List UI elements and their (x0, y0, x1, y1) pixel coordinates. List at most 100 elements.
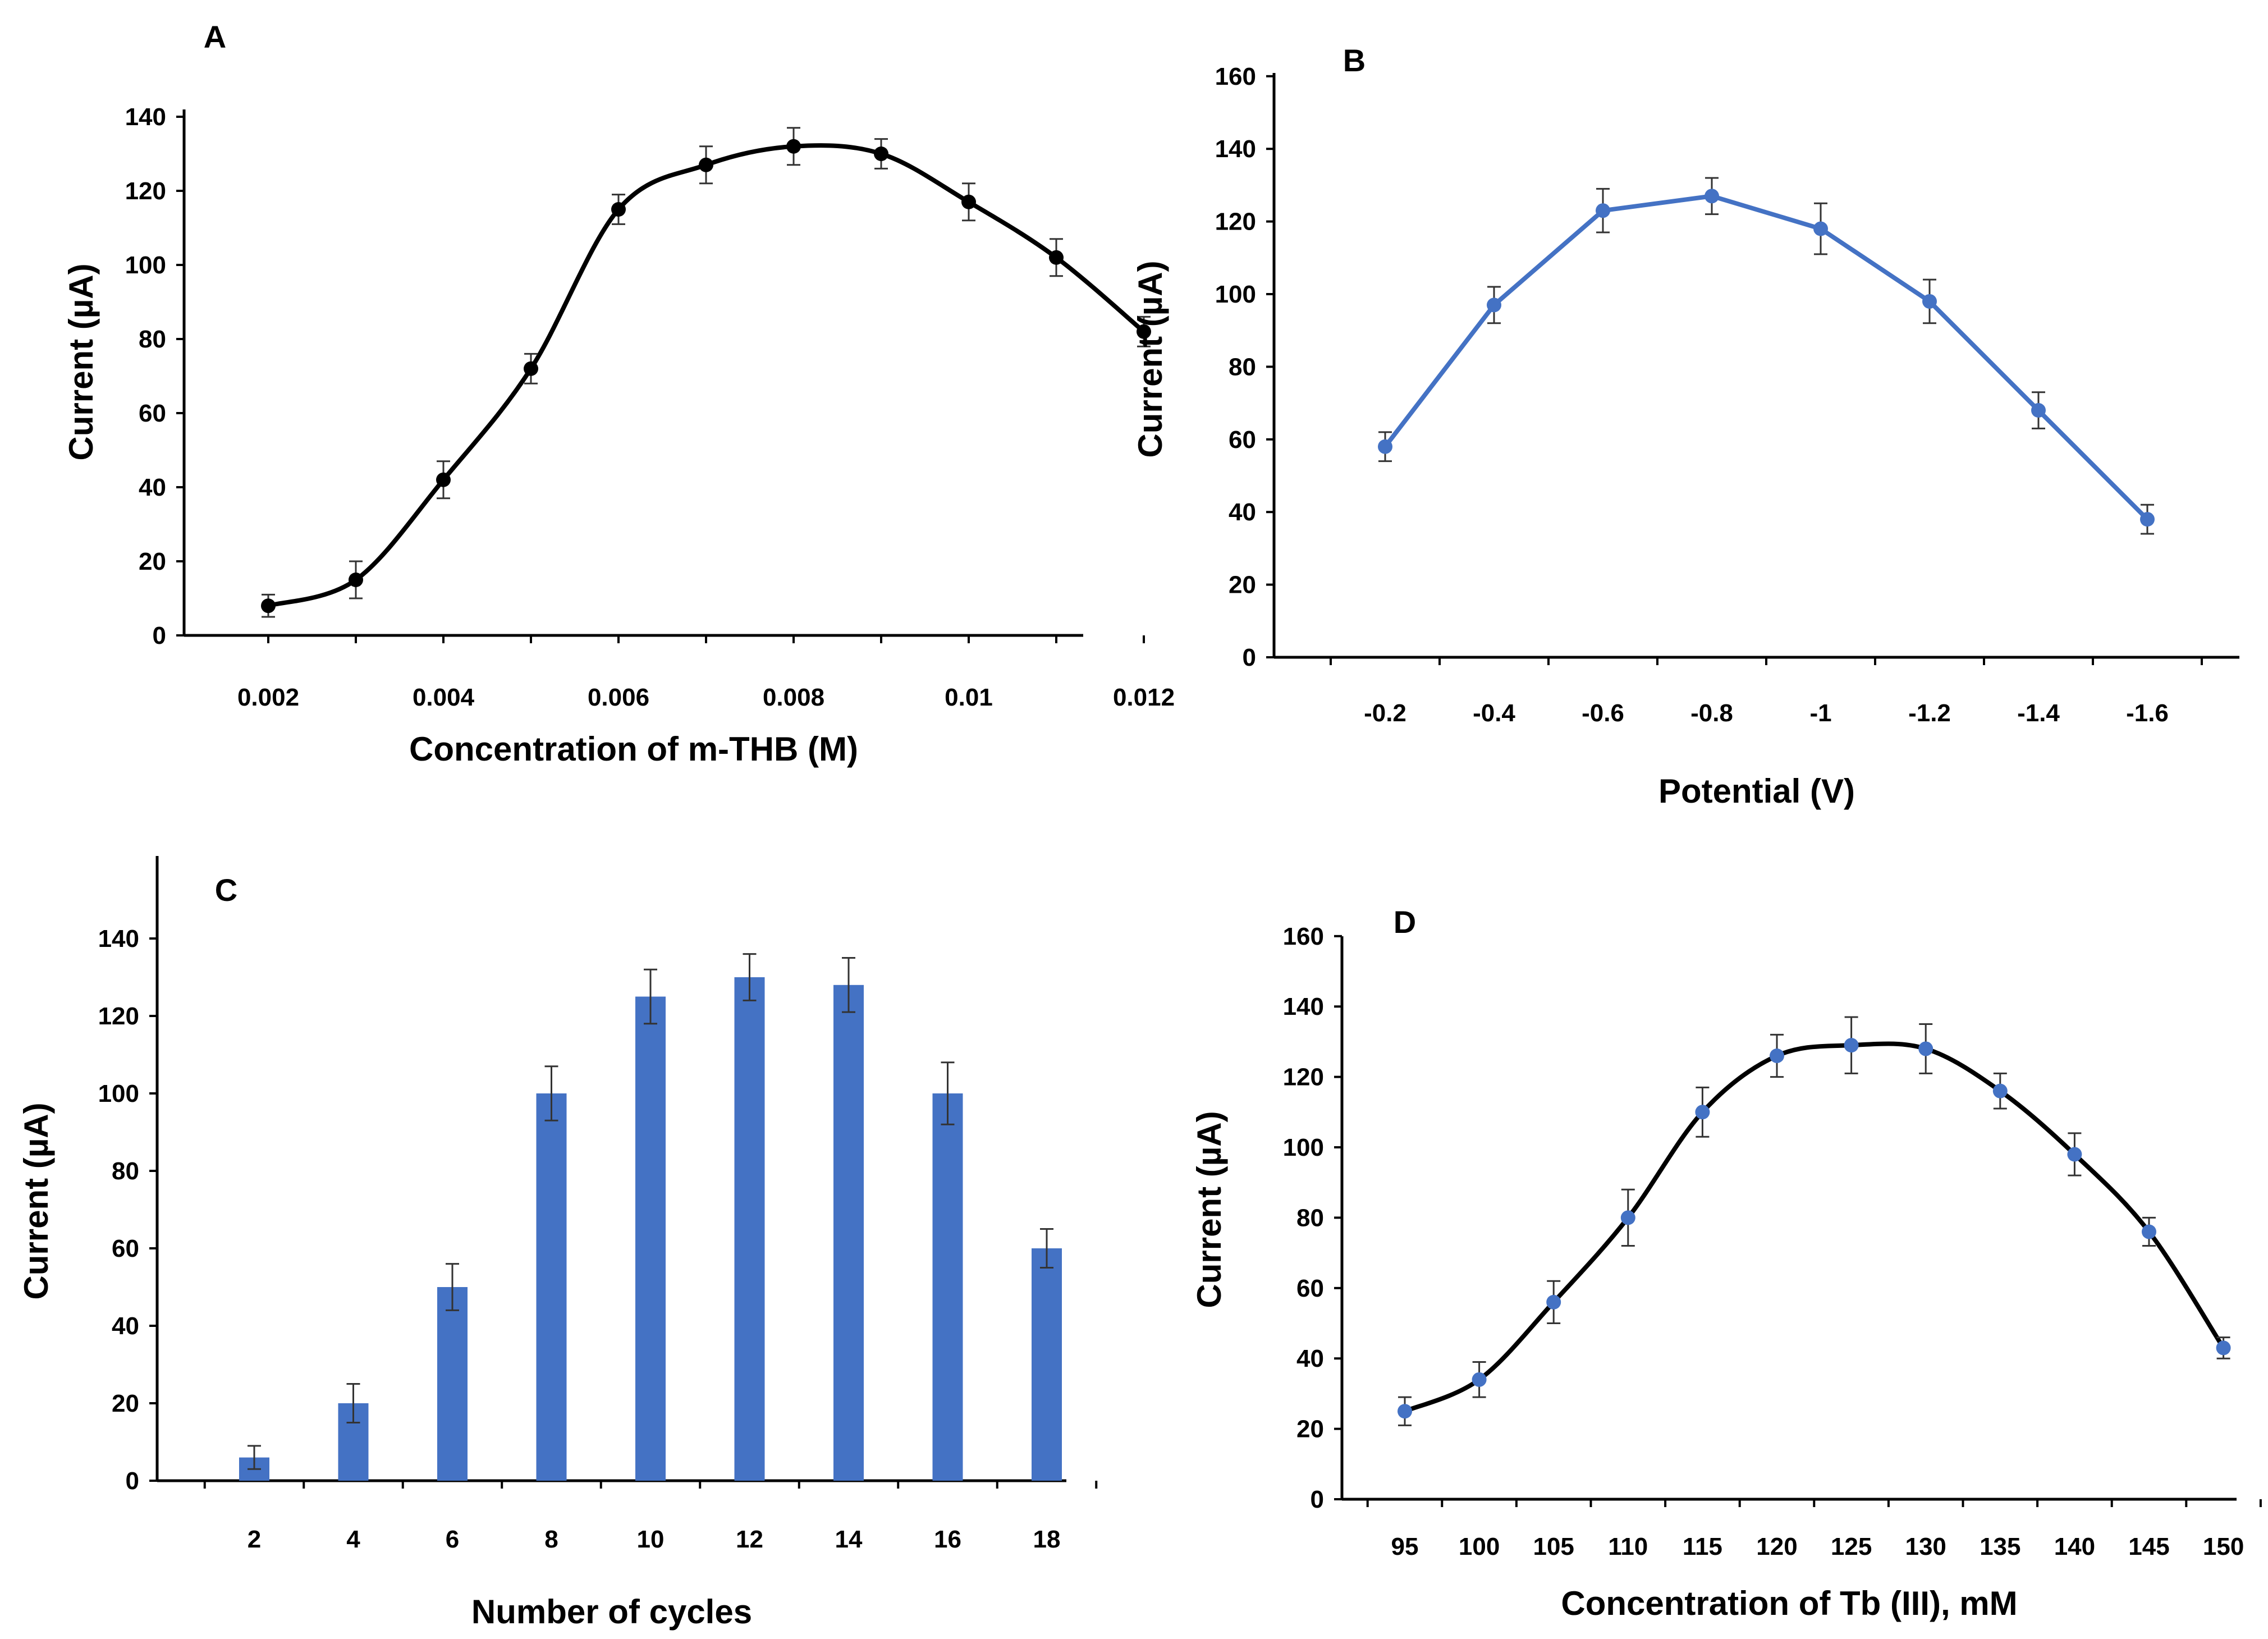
y-tick-label: 0 (1311, 1486, 1324, 1513)
x-tick-label: -1.4 (2017, 699, 2060, 727)
y-tick-label: 100 (125, 251, 166, 279)
x-axis-title: Concentration of Tb (III), mM (1561, 1585, 2017, 1622)
x-tick-label: -1 (1809, 699, 1831, 727)
y-axis-title: Current (µA) (1190, 1111, 1228, 1308)
y-tick-label: 80 (139, 326, 166, 353)
y-tick-label: 140 (98, 925, 139, 953)
y-tick-label: 80 (1296, 1204, 1324, 1231)
y-tick-label: 20 (139, 548, 166, 575)
data-point (2216, 1340, 2231, 1356)
y-tick-label: 40 (112, 1312, 139, 1340)
bar (437, 1287, 468, 1481)
x-tick-label: 0.008 (763, 684, 824, 711)
x-tick-label: 8 (544, 1526, 558, 1553)
x-tick-label: 0.012 (1113, 684, 1175, 711)
y-tick-label: 100 (1215, 281, 1256, 308)
data-point (1620, 1210, 1635, 1225)
series-line (267, 143, 1146, 608)
y-tick-label: 60 (112, 1235, 139, 1262)
y-tick-label: 0 (153, 622, 166, 649)
x-tick-label: 4 (346, 1526, 360, 1553)
x-tick-label: 150 (2203, 1533, 2244, 1560)
x-tick-label: 145 (2128, 1533, 2169, 1560)
x-tick-label: -0.8 (1690, 699, 1733, 727)
y-tick-label: 0 (126, 1467, 139, 1495)
data-point (1398, 1404, 1412, 1419)
data-point (1472, 1372, 1487, 1387)
x-tick-label: 120 (1756, 1533, 1797, 1560)
x-tick-label: 12 (736, 1526, 763, 1553)
bar (833, 985, 864, 1481)
panel-letter-d: D (1394, 904, 1416, 940)
y-tick-label: 60 (1229, 426, 1256, 454)
data-point (1918, 1041, 1933, 1056)
data-point (786, 139, 801, 154)
y-tick-label: 80 (112, 1157, 139, 1185)
bar (536, 1093, 567, 1481)
x-tick-label: 125 (1831, 1533, 1872, 1560)
y-tick-label: 40 (1229, 498, 1256, 526)
bar (734, 977, 765, 1481)
x-tick-label: 0.006 (588, 684, 649, 711)
x-tick-label: 110 (1608, 1533, 1648, 1560)
panel-a-chart: A 0 20 40 60 80 100 120 140 0.002 0.004 0.006 0.008 0… (62, 19, 1175, 768)
x-tick-label: -1.6 (2126, 699, 2169, 727)
x-tick-label: 140 (2054, 1533, 2095, 1560)
x-tick-label: 130 (1905, 1533, 1946, 1560)
y-tick-label: 40 (1296, 1345, 1324, 1372)
data-point (1695, 1105, 1710, 1120)
data-point (2031, 403, 2046, 418)
data-point (1770, 1048, 1784, 1063)
panel-letter-c: C (215, 872, 237, 908)
y-tick-label: 80 (1229, 353, 1256, 381)
x-tick-label: 6 (446, 1526, 459, 1553)
bar (932, 1093, 963, 1481)
data-point (699, 157, 713, 172)
x-tick-label: 100 (1459, 1533, 1500, 1560)
y-tick-label: 100 (98, 1080, 139, 1107)
y-tick-label: 140 (1283, 993, 1324, 1020)
data-point (1487, 297, 1501, 313)
y-tick-label: 20 (1229, 571, 1256, 599)
x-tick-label: 135 (1980, 1533, 2020, 1560)
y-tick-label: 40 (139, 474, 166, 501)
x-tick-label: 115 (1683, 1533, 1722, 1560)
x-axis-title: Number of cycles (471, 1593, 752, 1631)
data-point (1844, 1038, 1859, 1053)
data-point (1049, 250, 1064, 265)
data-point (2142, 1224, 2156, 1239)
x-tick-label: 0.01 (945, 684, 993, 711)
data-point (1922, 294, 1937, 309)
x-tick-label: 18 (1033, 1526, 1061, 1553)
x-axis-title: Potential (V) (1658, 772, 1855, 810)
y-tick-label: 0 (1243, 644, 1256, 671)
y-axis-title: Current (µA) (17, 1102, 55, 1299)
panel-letter-b: B (1343, 43, 1366, 78)
panel-letter-a: A (204, 19, 226, 54)
y-tick-label: 100 (1283, 1134, 1324, 1161)
bar (1032, 1248, 1062, 1481)
x-tick-label: -0.2 (1364, 699, 1406, 727)
data-point (1378, 439, 1392, 454)
data-point (1546, 1294, 1561, 1310)
data-point (961, 194, 976, 209)
x-tick-label: -1.2 (1908, 699, 1951, 727)
data-point (1992, 1083, 2008, 1098)
x-tick-label: 105 (1533, 1533, 1574, 1560)
data-point (2067, 1147, 2082, 1162)
series-line (1404, 1041, 2225, 1413)
y-tick-label: 140 (1215, 135, 1256, 163)
x-tick-label: -0.4 (1473, 699, 1515, 727)
x-tick-label: 16 (934, 1526, 961, 1553)
panel-d-chart: D 0 20 40 60 80 100 120 140 160 95 100 105 110 115 120 1… (1190, 904, 2262, 1622)
x-tick-label: 0.002 (237, 684, 299, 711)
x-tick-label: -0.6 (1582, 699, 1624, 727)
y-axis-title: Current (µA) (1131, 260, 1169, 457)
y-tick-label: 20 (1296, 1416, 1324, 1443)
bar (635, 996, 666, 1481)
y-tick-label: 160 (1215, 63, 1256, 90)
x-axis-title: Concentration of m-THB (M) (409, 730, 858, 768)
panel-b-chart: B 0 20 40 60 80 100 120 140 160 -0.2 -0.4 -0.6 -0.8 -1… (1131, 43, 2239, 810)
y-tick-label: 120 (1215, 208, 1256, 236)
